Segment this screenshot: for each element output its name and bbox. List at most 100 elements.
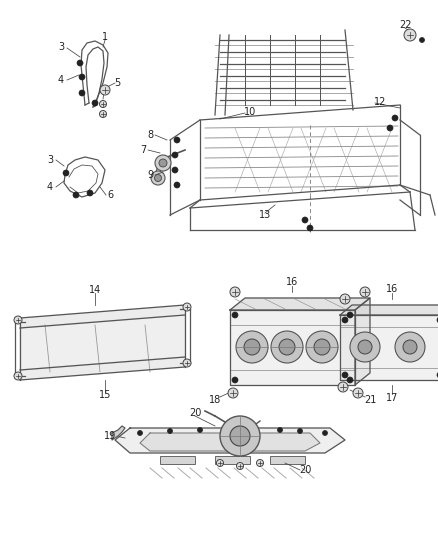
Circle shape — [340, 294, 350, 304]
Circle shape — [278, 427, 283, 432]
Text: 5: 5 — [114, 78, 120, 88]
Circle shape — [236, 331, 268, 363]
Circle shape — [14, 372, 22, 380]
Circle shape — [342, 372, 348, 378]
Text: 1: 1 — [102, 32, 108, 42]
Circle shape — [216, 459, 223, 466]
Circle shape — [87, 190, 93, 196]
Polygon shape — [340, 305, 438, 315]
Circle shape — [244, 339, 260, 355]
Text: 10: 10 — [244, 107, 256, 117]
Circle shape — [353, 388, 363, 398]
Circle shape — [167, 429, 173, 433]
Text: 16: 16 — [286, 277, 298, 287]
Circle shape — [395, 332, 425, 362]
Circle shape — [338, 382, 348, 392]
Circle shape — [350, 332, 380, 362]
Circle shape — [79, 74, 85, 80]
Circle shape — [271, 331, 303, 363]
Text: 16: 16 — [386, 284, 398, 294]
Circle shape — [100, 85, 110, 95]
Text: 4: 4 — [58, 75, 64, 85]
Polygon shape — [20, 305, 185, 328]
Circle shape — [155, 155, 171, 171]
Text: 14: 14 — [89, 285, 101, 295]
Circle shape — [220, 416, 260, 456]
Circle shape — [172, 152, 178, 158]
Text: 13: 13 — [259, 210, 271, 220]
Circle shape — [172, 167, 178, 173]
Text: 9: 9 — [147, 170, 153, 180]
Circle shape — [73, 192, 79, 198]
Polygon shape — [355, 298, 370, 385]
Circle shape — [159, 159, 167, 167]
Bar — [215, 456, 250, 464]
Bar — [160, 456, 195, 464]
Text: 22: 22 — [399, 20, 411, 30]
Circle shape — [183, 359, 191, 367]
Polygon shape — [140, 433, 320, 451]
Text: 8: 8 — [147, 130, 153, 140]
Circle shape — [279, 339, 295, 355]
Circle shape — [314, 339, 330, 355]
Circle shape — [79, 90, 85, 96]
Circle shape — [99, 110, 106, 117]
Text: 17: 17 — [386, 393, 398, 403]
Circle shape — [14, 316, 22, 324]
Text: 19: 19 — [104, 431, 116, 441]
Circle shape — [77, 60, 83, 66]
Circle shape — [228, 388, 238, 398]
Polygon shape — [112, 426, 125, 440]
Circle shape — [232, 312, 238, 318]
Circle shape — [404, 29, 416, 41]
Polygon shape — [20, 357, 185, 380]
Circle shape — [322, 431, 328, 435]
Circle shape — [155, 174, 162, 182]
Circle shape — [347, 377, 353, 383]
Circle shape — [183, 303, 191, 311]
Circle shape — [392, 115, 398, 121]
Bar — [270, 456, 305, 464]
Text: 7: 7 — [140, 145, 146, 155]
Polygon shape — [230, 298, 370, 310]
Circle shape — [151, 171, 165, 185]
Polygon shape — [20, 315, 185, 370]
Text: 3: 3 — [47, 155, 53, 165]
Polygon shape — [230, 310, 355, 385]
Circle shape — [297, 429, 303, 433]
Circle shape — [342, 317, 348, 323]
Circle shape — [437, 317, 438, 323]
Circle shape — [360, 287, 370, 297]
Text: 12: 12 — [374, 97, 386, 107]
Text: 6: 6 — [107, 190, 113, 200]
Circle shape — [230, 426, 250, 446]
Circle shape — [92, 100, 98, 106]
Circle shape — [174, 137, 180, 143]
Circle shape — [232, 377, 238, 383]
Circle shape — [347, 312, 353, 318]
Text: 3: 3 — [58, 42, 64, 52]
Text: 15: 15 — [99, 390, 111, 400]
Circle shape — [230, 287, 240, 297]
Circle shape — [437, 372, 438, 378]
Polygon shape — [115, 428, 345, 453]
Circle shape — [387, 125, 393, 131]
Circle shape — [257, 459, 264, 466]
Circle shape — [420, 37, 424, 43]
Circle shape — [198, 427, 202, 432]
Text: 18: 18 — [209, 395, 221, 405]
Circle shape — [138, 431, 142, 435]
Text: 4: 4 — [47, 182, 53, 192]
Text: 20: 20 — [299, 465, 311, 475]
Circle shape — [306, 331, 338, 363]
Circle shape — [237, 463, 244, 470]
Circle shape — [358, 340, 372, 354]
Text: 21: 21 — [364, 395, 376, 405]
Circle shape — [403, 340, 417, 354]
Text: 20: 20 — [189, 408, 201, 418]
Circle shape — [63, 170, 69, 176]
Polygon shape — [340, 315, 438, 380]
Circle shape — [174, 182, 180, 188]
Circle shape — [302, 217, 308, 223]
Circle shape — [99, 101, 106, 108]
